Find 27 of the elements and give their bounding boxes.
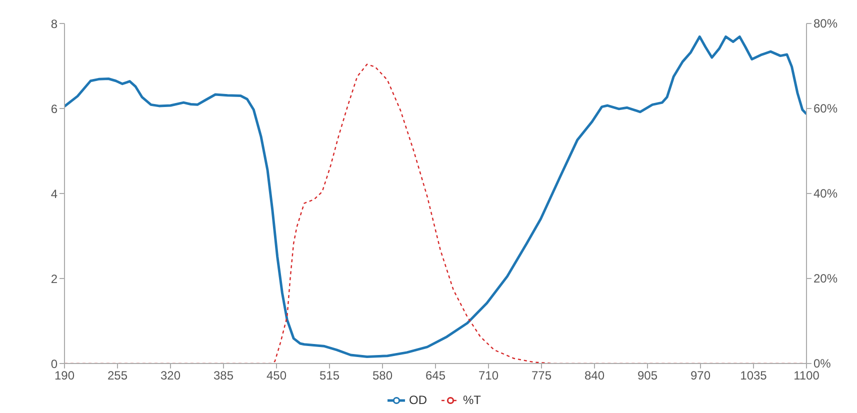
x-tick-label: 905 — [637, 368, 658, 382]
y-tick-label: 6 — [50, 102, 58, 116]
x-tick-label: 1100 — [794, 368, 820, 382]
y2-tick-label: 0% — [814, 356, 832, 370]
x-tick-label: 710 — [478, 368, 499, 382]
x-tick-label: 775 — [531, 368, 552, 382]
y-tick-label: 4 — [50, 187, 58, 201]
x-tick-label: 255 — [107, 368, 128, 382]
x-tick-label: 385 — [213, 368, 234, 382]
x-tick-label: 970 — [690, 368, 711, 382]
x-tick-label: 190 — [54, 368, 75, 382]
x-tick-label: 1035 — [740, 368, 768, 382]
y2-tick-label: 20% — [814, 272, 838, 286]
x-tick-label: 320 — [160, 368, 181, 382]
x-tick-label: 580 — [372, 368, 393, 382]
y-tick-label: 8 — [50, 17, 58, 31]
x-tick-label: 645 — [425, 368, 446, 382]
x-tick-label: 515 — [319, 368, 340, 382]
x-tick-label: 450 — [266, 368, 287, 382]
legend-label: OD — [409, 393, 428, 407]
y2-tick-label: 80% — [814, 16, 838, 30]
y-tick-label: 0 — [50, 357, 58, 371]
y2-tick-label: 60% — [814, 102, 838, 116]
legend-label: %T — [463, 393, 482, 407]
y-tick-label: 2 — [50, 272, 58, 286]
y2-tick-label: 40% — [814, 186, 838, 200]
x-tick-label: 840 — [584, 368, 605, 382]
